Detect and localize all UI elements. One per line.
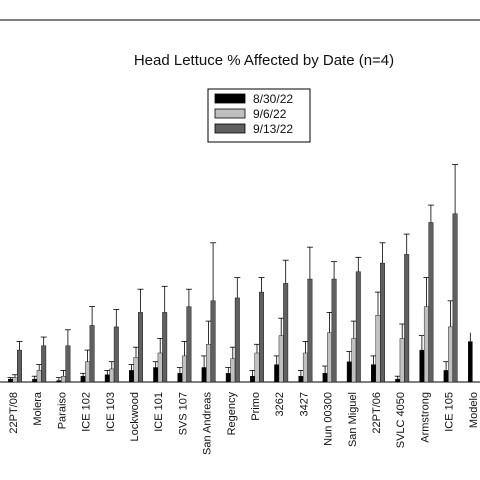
bar-1-14 [322,373,328,383]
bar-2-4 [85,361,91,383]
legend-swatch-1 [214,93,246,104]
legend-box [207,88,311,143]
x-tick-label-18: Armstrong [419,392,431,443]
x-tick-label-11: Primo [250,392,262,421]
bar-3-5 [113,326,119,383]
bar-3-15 [355,271,361,383]
bar-3-14 [331,278,337,383]
bar-3-17 [404,254,410,383]
bar-2-17 [399,338,405,383]
bar-3-16 [380,262,385,383]
bar-3-7 [162,312,168,383]
chart-title: Head Lettuce % Affected by Date (n=4) [134,52,394,69]
bar-2-18 [423,306,429,383]
bar-1-18 [419,349,425,383]
bar-1-5 [104,374,110,383]
x-tick-label-13: 3427 [298,392,310,416]
bar-2-12 [278,335,284,383]
bar-2-7 [157,352,163,383]
bar-3-8 [186,306,192,383]
bar-1-3 [56,380,62,383]
bar-2-2 [36,370,42,383]
bar-1-6 [129,370,134,383]
x-tick-label-16: 22PT/06 [371,392,383,434]
x-tick-label-14: Nun 00300 [323,392,335,446]
bar-1-9 [201,367,207,383]
legend-swatch-2 [214,108,246,119]
bar-2-14 [327,332,333,383]
x-tick-label-17: SVLC 4050 [395,392,407,448]
x-tick-label-15: San Miguel [347,392,359,447]
bar-3-1 [17,349,22,383]
bar-2-1 [12,377,18,383]
legend-label-1: 8/30/22 [253,92,293,106]
bar-2-19 [448,326,454,383]
bar-1-12 [274,364,280,383]
legend-label-3: 9/13/22 [253,122,293,136]
bar-1-15 [346,361,352,383]
bar-1-17 [395,378,401,383]
bar-1-7 [153,367,159,383]
chart-legend: 8/30/229/6/229/13/22 [207,88,311,143]
bar-2-16 [375,315,381,383]
bar-1-10 [225,373,231,383]
bar-group [7,164,473,383]
x-tick-label-10: Regency [226,392,238,436]
bar-3-2 [41,345,47,383]
bar-3-18 [428,222,434,383]
bar-3-10 [234,297,240,383]
x-tick-label-8: SVS 107 [177,392,189,435]
bar-2-9 [206,344,212,383]
legend-swatch-3 [214,123,246,134]
bar-1-11 [250,376,255,383]
x-tick-labels: 22PT/08 Molera Paraiso ICE 102 ICE 103 Lockwo… [8,391,480,455]
bar-1-19 [443,370,449,383]
bar-3-4 [89,325,95,383]
bar-3-11 [259,291,264,383]
bar-3-6 [138,312,143,383]
bar-2-6 [133,357,139,383]
x-tick-label-12: 3262 [274,392,286,416]
x-tick-label-1: 22PT/08 [8,392,20,434]
bar-2-8 [181,355,187,383]
bar-2-15 [351,338,357,383]
x-tick-label-5: ICE 103 [105,392,117,432]
bar-1-4 [80,376,86,383]
x-tick-label-9: San Andreas [202,392,214,455]
bar-cut-category [468,341,473,382]
bar-1-8 [177,373,183,383]
bar-2-10 [230,358,236,383]
x-tick-label-2: Molera [32,391,44,426]
bar-2-11 [254,352,260,383]
bar-3-3 [65,345,71,383]
x-tick-label-19: ICE 105 [444,392,456,432]
x-tick-label-7: ICE 101 [153,392,165,432]
bar-1-2 [32,378,38,383]
x-tick-label-4: ICE 102 [81,392,93,432]
bar-1-13 [298,376,304,383]
bar-3-12 [283,283,289,383]
bar-1-1 [8,378,13,383]
x-tick-label-6: Lockwood [129,392,141,442]
legend-label-2: 9/6/22 [253,107,287,121]
bar-2-5 [109,368,115,383]
bar-3-9 [210,300,216,383]
x-tick-label-cut: Modelo [468,392,480,428]
bar-3-19 [452,213,458,383]
bar-2-13 [302,352,308,383]
bar-2-3 [60,376,66,383]
bar-3-13 [307,278,313,383]
bar-1-16 [371,364,376,383]
x-tick-label-3: Paraiso [56,392,68,429]
